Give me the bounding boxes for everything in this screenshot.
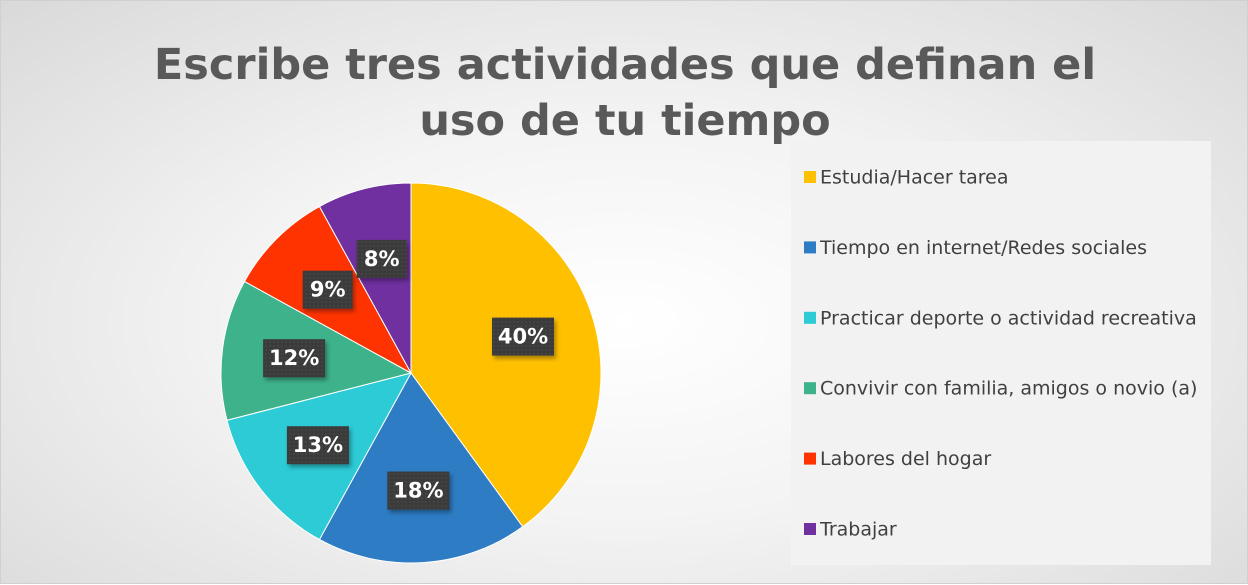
data-label-box <box>356 239 407 278</box>
data-label-box <box>286 426 349 465</box>
legend-swatch <box>804 523 816 535</box>
legend-swatch <box>804 311 816 324</box>
data-label: 40% <box>498 325 548 349</box>
data-label: 18% <box>393 479 443 503</box>
data-label-box <box>492 317 555 356</box>
legend-swatch <box>804 452 816 465</box>
data-label: 12% <box>269 346 319 370</box>
data-label-box <box>387 471 450 510</box>
data-label: 8% <box>364 247 400 271</box>
data-label-box <box>302 270 353 309</box>
legend-label: Practicar deporte o actividad recreativa <box>820 307 1197 329</box>
legend-label: Trabajar <box>819 519 897 541</box>
legend-box <box>791 141 1211 565</box>
legend-swatch <box>804 171 816 183</box>
data-label: 9% <box>310 278 346 302</box>
data-label: 13% <box>293 433 343 457</box>
legend-label: Tiempo en internet/Redes sociales <box>819 237 1147 259</box>
chart-title: Escribe tres actividades que definan el … <box>153 40 1097 146</box>
data-label-box <box>263 339 326 378</box>
legend-swatch <box>804 382 816 395</box>
legend-swatch <box>804 241 816 254</box>
legend-label: Convivir con familia, amigos o novio (a) <box>820 378 1197 400</box>
pie-slice <box>318 372 524 564</box>
legend-label: Estudia/Hacer tarea <box>820 167 1009 189</box>
legend-label: Labores del hogar <box>820 448 991 470</box>
pie-slice <box>318 182 412 374</box>
